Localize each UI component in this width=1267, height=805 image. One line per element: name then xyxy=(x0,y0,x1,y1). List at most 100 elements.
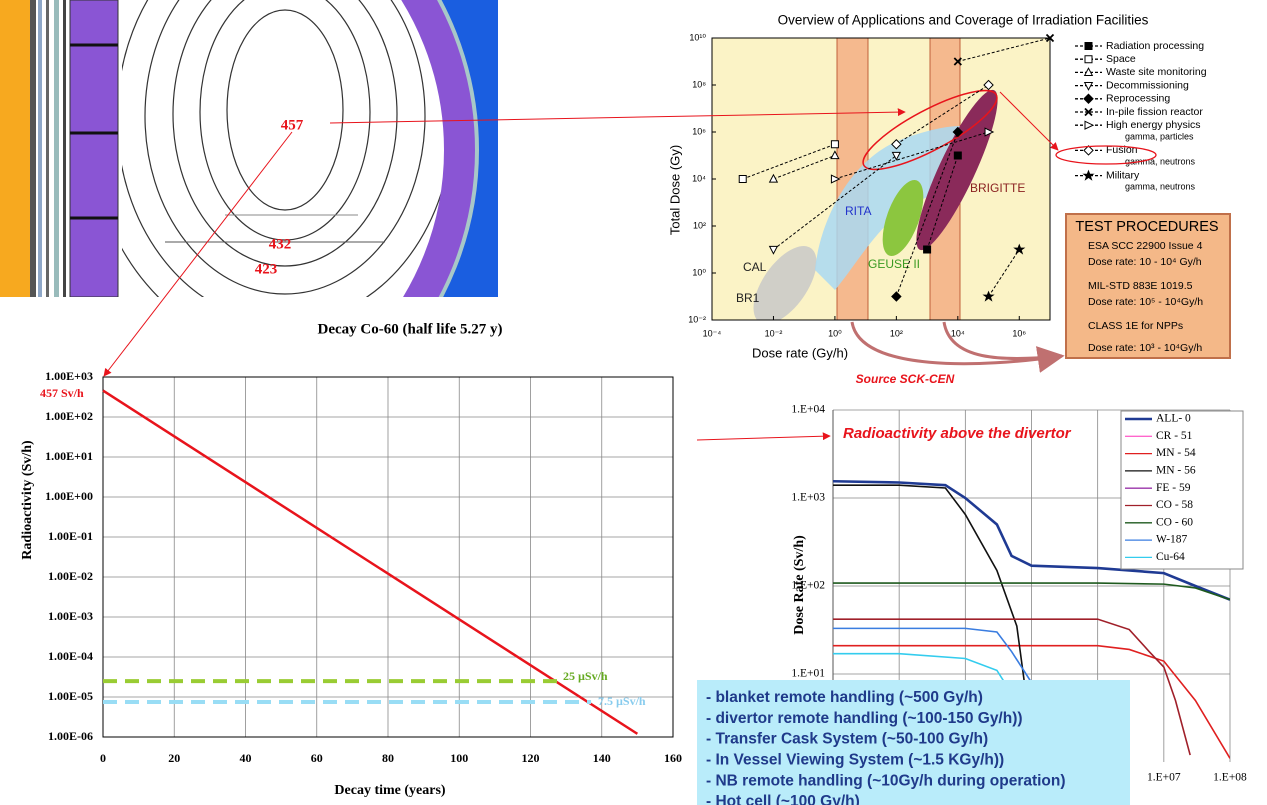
y-tick-label: 1.00E+02 xyxy=(45,409,93,423)
y-tick-label: 10⁶ xyxy=(692,126,706,136)
strip xyxy=(46,0,49,297)
legend-label: W-187 xyxy=(1156,534,1188,546)
y-tick-label: 10⁸ xyxy=(692,79,706,89)
marker xyxy=(1083,93,1094,105)
series-line xyxy=(834,131,989,180)
x-tick-label: 10⁴ xyxy=(951,328,965,338)
x-tick-label: 20 xyxy=(168,751,180,765)
legend-label: Military xyxy=(1106,169,1140,181)
series-line xyxy=(773,155,897,250)
marker xyxy=(830,174,841,184)
region-label: BRIGITTE xyxy=(970,181,1025,195)
y-tick-label: 1.00E+01 xyxy=(45,449,93,463)
contour-label: 457 xyxy=(281,117,304,133)
marker xyxy=(1084,107,1093,117)
note-line: - Transfer Cask System (~50-100 Gy/h) xyxy=(706,731,988,748)
x-tick-label: 10⁻⁴ xyxy=(703,328,722,338)
x-tick-label: 0 xyxy=(100,751,106,765)
legend-label: In-pile fission reactor xyxy=(1106,106,1203,118)
contour-diagram: 457 432 423 xyxy=(0,0,498,297)
marker xyxy=(1083,145,1094,156)
marker xyxy=(891,291,902,302)
contour-label: 423 xyxy=(255,261,278,277)
y-tick-label: 1.00E-03 xyxy=(48,609,93,623)
decay-chart: 0 20 40 60 80 100 120 140 160 1.00E+03 1.00E+02 1.0… xyxy=(45,369,682,765)
marker xyxy=(953,57,962,66)
strip xyxy=(38,0,42,297)
series-line xyxy=(833,479,1230,601)
series-label: 457 Sv/h xyxy=(40,386,84,400)
marker xyxy=(1083,67,1094,77)
series-group xyxy=(738,33,1055,302)
purple-band xyxy=(69,0,119,297)
marker xyxy=(1082,169,1095,181)
x-tick-label: 140 xyxy=(593,751,611,765)
strip xyxy=(30,0,36,297)
y-tick-label: 10⁻² xyxy=(688,314,706,324)
box-line: ESA SCC 22900 Issue 4 xyxy=(1088,240,1203,252)
legend-label: Space xyxy=(1106,53,1136,65)
x-tick-label: 10⁰ xyxy=(828,328,842,338)
marker xyxy=(1013,243,1026,255)
curved-arrow xyxy=(850,321,1065,373)
orange-strip xyxy=(0,0,30,297)
legend-label: Cu-64 xyxy=(1156,551,1185,563)
y-tick-label: 1.00E-01 xyxy=(48,529,93,543)
test-box xyxy=(1065,213,1231,359)
box-line: Dose rate: 10 - 10⁴ Gy/h xyxy=(1088,256,1202,268)
marker xyxy=(952,126,964,138)
legend-label: FE - 59 xyxy=(1156,482,1191,494)
curved-arrow xyxy=(942,321,1063,361)
y-tick-label: 1.E+04 xyxy=(791,404,825,416)
box-line: Dose rate: 10⁵ - 10⁴Gy/h xyxy=(1088,296,1203,308)
legend-label: High energy physics xyxy=(1106,119,1201,131)
y-tick-label: 10² xyxy=(693,220,706,230)
x-axis-label: Decay time (years) xyxy=(334,783,446,798)
y-tick-label: 1.00E+03 xyxy=(45,369,93,383)
note-line: - divertor remote handling (~100-150 Gy/… xyxy=(706,710,1023,727)
series-line xyxy=(833,484,1033,736)
x-tick-label: 60 xyxy=(311,751,323,765)
y-tick-label: 1.E+01 xyxy=(791,668,825,680)
legend-label: CR - 51 xyxy=(1156,430,1193,442)
regions xyxy=(753,38,998,320)
arrow xyxy=(999,91,1059,151)
y-tick-label: 1.00E+00 xyxy=(45,489,93,503)
box-title: TEST PROCEDURES xyxy=(1075,219,1218,235)
notes-box xyxy=(697,680,1130,805)
y-tick-label: 10⁴ xyxy=(692,173,706,183)
marker xyxy=(891,151,902,161)
y-axis-label: Radioactivity (Sv/h) xyxy=(20,440,35,560)
y-tick-label: 1.00E-04 xyxy=(48,649,93,663)
series-line xyxy=(833,644,1230,759)
y-axis-label: Total Dose (Gy) xyxy=(667,145,682,235)
region-label: CAL xyxy=(743,260,767,274)
legend-sublabel: gamma, neutrons xyxy=(1125,182,1196,192)
contour xyxy=(226,9,344,211)
contours xyxy=(122,0,452,297)
x-tick-label: 160 xyxy=(664,751,682,765)
annotation: Radioactivity above the divertor xyxy=(843,425,1072,442)
marker xyxy=(830,150,840,160)
marker xyxy=(1084,42,1093,50)
box-line: MIL-STD 883E 1019.5 xyxy=(1088,280,1193,292)
legend-label: Decommissioning xyxy=(1106,79,1189,91)
marker xyxy=(1084,120,1095,130)
marker xyxy=(923,245,932,254)
legend-sublabel: gamma, neutrons xyxy=(1125,156,1196,166)
marker xyxy=(984,127,995,137)
contour-label: 432 xyxy=(269,236,292,252)
y-tick-label: 1.E+02 xyxy=(791,580,825,592)
source-note: Source SCK-CEN xyxy=(856,372,955,386)
x-tick-label: 10⁶ xyxy=(1012,328,1026,338)
x-tick-label: 100 xyxy=(450,751,468,765)
legend-label: CO - 60 xyxy=(1156,516,1193,528)
region-cal xyxy=(753,246,817,320)
x-tick-label: 1.E+08 xyxy=(1213,772,1247,784)
legend-label: CO - 58 xyxy=(1156,499,1193,511)
legend-label: MN - 56 xyxy=(1156,465,1196,477)
series-line xyxy=(957,37,1051,62)
marker xyxy=(891,139,902,150)
contour xyxy=(144,0,426,295)
